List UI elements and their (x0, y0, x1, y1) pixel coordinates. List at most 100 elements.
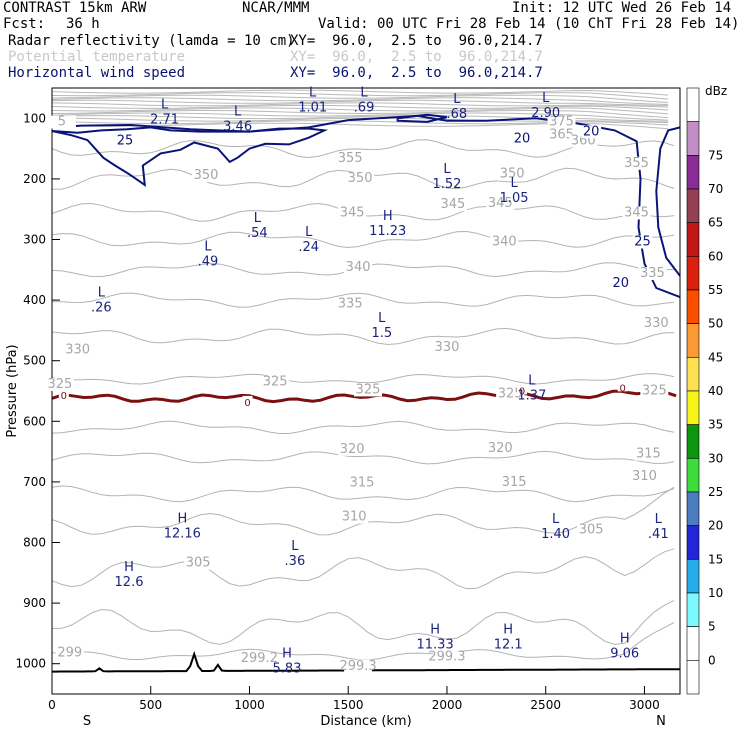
reflectivity-contour-0 (51, 389, 677, 404)
theta-contour-upper (51, 112, 669, 121)
theta-label-bg (45, 377, 74, 391)
extremum-value: 9.06 (610, 646, 639, 661)
reflectivity-label-bg (242, 395, 253, 406)
theta-label-bg (340, 510, 369, 524)
theta-contour (51, 420, 675, 434)
extremum-marker: H (430, 622, 440, 637)
theta-label-bg (432, 650, 461, 664)
theta-label-bg (638, 267, 667, 281)
theta-label: 315 (350, 476, 375, 491)
y-tick-label: 500 (23, 354, 46, 368)
y-tick-label: 600 (23, 414, 46, 428)
wind-label: 25 (634, 235, 651, 250)
wind-label-bg (115, 134, 136, 148)
theta-label-bg (245, 651, 274, 665)
theta-label: 325 (642, 384, 667, 399)
theta-label: 299 (57, 645, 82, 660)
extremum-value: 2.71 (150, 113, 179, 128)
y-tick-label: 900 (23, 596, 46, 610)
theta-contour-upper (51, 89, 669, 96)
colorbar-swatch (686, 626, 700, 661)
theta-label-bg (338, 206, 367, 220)
extremum-value: .68 (446, 107, 467, 122)
theta-label-bg (55, 646, 84, 660)
extremum-value: 1.01 (298, 100, 327, 115)
theta-label-bg (432, 341, 461, 355)
org-name: NCAR/MMM (242, 0, 310, 16)
theta-label: 299.3 (339, 659, 376, 674)
plot-frame (51, 87, 681, 695)
colorbar-swatch (686, 357, 700, 392)
reflectivity-label: 0 (244, 398, 250, 409)
x-axis-label: Distance (km) (320, 714, 411, 729)
theta-label-bg (486, 196, 515, 210)
theta-label-bg (344, 261, 373, 275)
extremum-marker: H (620, 631, 630, 646)
theta-contour-upper (51, 99, 669, 107)
theta-label-bg (500, 476, 529, 490)
theta-contour (51, 600, 675, 646)
extremum-marker: L (655, 512, 663, 527)
y-tick-label: 800 (23, 536, 46, 550)
colorbar-level: 20 (708, 519, 723, 533)
theta-label: 315 (636, 447, 661, 462)
theta-label-bg (640, 384, 669, 398)
init-time: Init: 12 UTC Wed 26 Feb 14 (512, 0, 732, 16)
x-tick-label: 1000 (234, 698, 265, 712)
colorbar-level: 15 (708, 552, 723, 566)
theta-contour (51, 485, 675, 503)
colorbar-swatch (686, 559, 700, 594)
reflectivity-label: 0 (620, 383, 626, 394)
wind-contour-25-right (655, 126, 681, 277)
colorbar-swatch (686, 458, 700, 493)
theta-label: 375 (549, 115, 574, 130)
theta-label-bg (63, 343, 92, 357)
extremum-value: 12.16 (164, 527, 201, 542)
y-tick-label: 1000 (15, 657, 46, 671)
theta-label: 5 (58, 115, 66, 130)
theta-contour (51, 292, 675, 308)
x-tick-label: 500 (139, 698, 162, 712)
wind-label-bg (581, 125, 602, 139)
theta-label-bg (336, 297, 365, 311)
field-wind-xy: XY= 96.0, 2.5 to 96.0,214.7 (290, 65, 543, 81)
forecast-hour: 36 h (66, 16, 100, 32)
colorbar-swatch (686, 121, 700, 156)
theta-label: 310 (342, 510, 367, 525)
theta-label-bg (346, 171, 375, 185)
theta-label-bg (547, 128, 576, 142)
x-tick-label: 2500 (530, 698, 561, 712)
colorbar-swatch (686, 424, 700, 459)
colorbar-level: 70 (708, 182, 723, 196)
colorbar-level: 45 (708, 350, 723, 364)
extremum-value: 1.40 (541, 527, 570, 542)
theta-label-bg (184, 556, 213, 570)
theta-contour-upper (51, 92, 669, 100)
theta-label: 345 (624, 205, 649, 220)
theta-contour-upper (51, 110, 669, 119)
extremum-marker: L (443, 162, 451, 177)
wind-label: 20 (514, 132, 531, 147)
theta-label: 365 (549, 127, 574, 142)
extremum-marker: L (552, 512, 560, 527)
colorbar-swatch (686, 256, 700, 291)
reflectivity-label-bg (517, 384, 528, 395)
extremum-marker: L (254, 211, 262, 226)
reflectivity-label: 0 (519, 386, 525, 397)
wind-label-bg (610, 276, 631, 290)
theta-label: 315 (502, 475, 527, 490)
extremum-value: .26 (91, 300, 112, 315)
theta-label-bg (498, 167, 527, 181)
colorbar-level: 65 (708, 216, 723, 230)
theta-label: 355 (624, 156, 649, 171)
theta-label-bg (490, 235, 519, 249)
wind-contour-25 (51, 126, 329, 188)
extremum-value: 1.05 (500, 191, 529, 206)
colorbar-swatch (686, 222, 700, 257)
theta-label: 345 (488, 196, 513, 211)
theta-label: 350 (500, 167, 525, 182)
theta-label: 350 (194, 168, 219, 183)
theta-label: 305 (579, 522, 604, 537)
theta-label: 330 (65, 342, 90, 357)
colorbar-level: 50 (708, 317, 723, 331)
